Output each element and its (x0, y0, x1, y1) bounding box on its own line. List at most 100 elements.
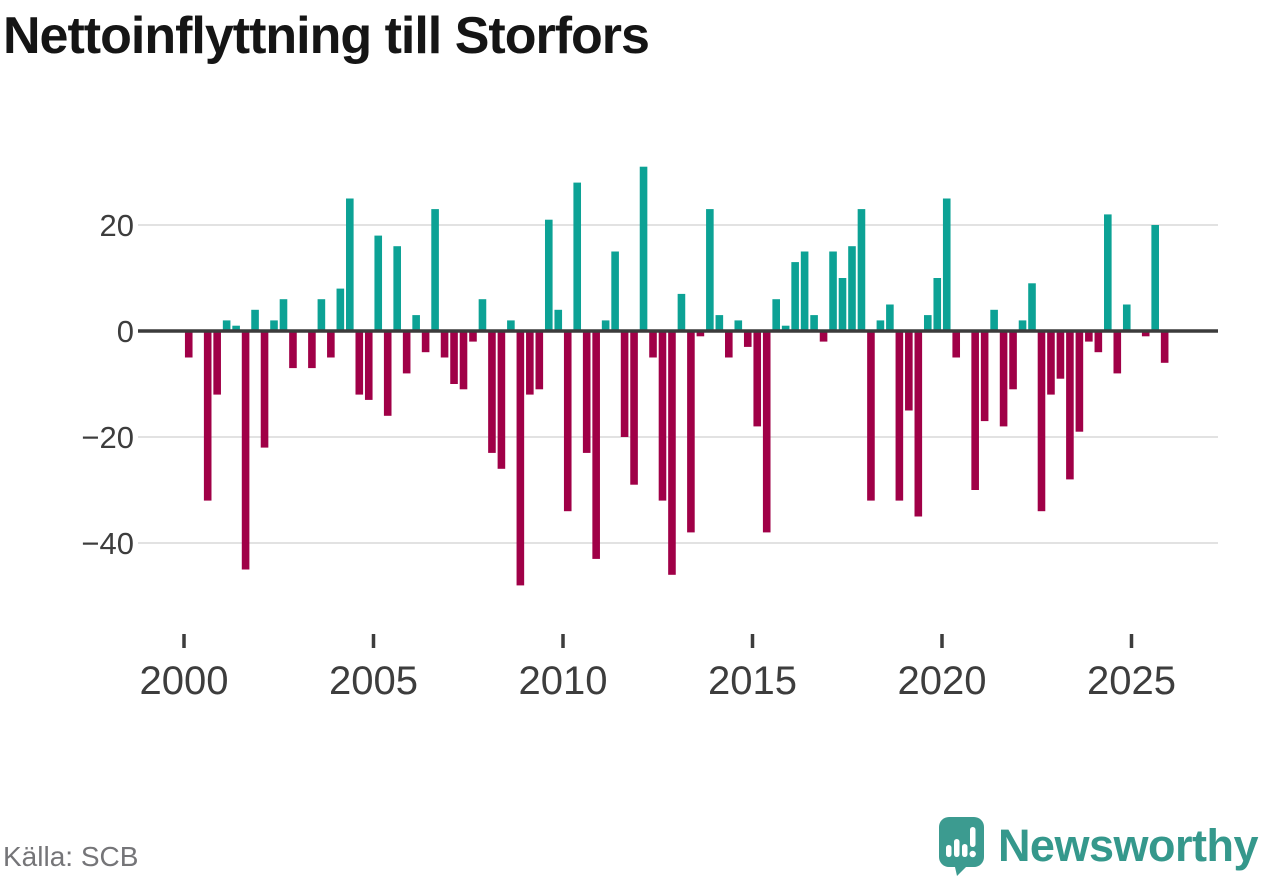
bar-2018Q3 (886, 304, 894, 331)
bar-2017Q2 (838, 278, 847, 331)
bar-2002Q4 (289, 331, 297, 369)
bar-2006Q2 (421, 331, 430, 353)
bar-2025Q3 (1151, 225, 1159, 331)
bar-2025Q4 (1160, 331, 1169, 363)
bar-2024Q1 (1094, 331, 1103, 353)
bar-2016Q4 (819, 331, 828, 342)
bar-2014Q4 (743, 331, 752, 347)
bar-2008Q4 (516, 331, 525, 586)
bar-2002Q1 (260, 331, 269, 448)
bar-2003Q2 (308, 331, 316, 369)
x-tick-2025 (1129, 634, 1134, 648)
bar-2002Q3 (279, 299, 288, 331)
bar-2017Q1 (829, 251, 837, 331)
y-tick-label--20: −20 (81, 420, 134, 455)
bar-2004Q4 (364, 331, 373, 400)
bar-2019Q3 (923, 315, 932, 331)
logo-bar-2 (953, 839, 960, 857)
bar-2024Q4 (1122, 304, 1131, 331)
x-tick-label-2020: 2020 (898, 659, 987, 703)
bar-2020Q2 (952, 331, 961, 358)
y-tick-label--40: −40 (81, 526, 134, 561)
bar-2015Q3 (772, 299, 780, 331)
bar-2018Q2 (876, 320, 885, 331)
bar-2019Q4 (933, 278, 942, 331)
x-tick-label-2015: 2015 (708, 659, 797, 703)
x-tick-label-2010: 2010 (519, 659, 608, 703)
bar-2006Q4 (440, 331, 449, 358)
bar-2001Q2 (232, 325, 240, 331)
x-tick-2010 (561, 634, 565, 648)
bar-2006Q1 (412, 315, 420, 331)
bar-2012Q3 (658, 331, 667, 501)
logo-exclamation-dot (969, 850, 976, 858)
y-axis-labels: 20 0 −20 −40 (81, 208, 134, 561)
bar-2015Q1 (753, 331, 762, 427)
bar-2024Q3 (1113, 331, 1122, 374)
x-tick-2020 (940, 634, 944, 648)
bar-2004Q1 (336, 288, 345, 331)
bar-2022Q4 (1047, 331, 1055, 395)
bar-2003Q4 (327, 331, 335, 358)
bar-2013Q3 (696, 331, 705, 337)
bar-2014Q1 (715, 315, 724, 331)
source-note: Källa: SCB (3, 841, 139, 872)
x-tick-2000 (182, 634, 186, 648)
bar-2016Q3 (810, 315, 818, 331)
bar-2023Q4 (1085, 331, 1093, 342)
bar-2012Q4 (668, 331, 676, 575)
chart-title: Nettoinflyttning till Storfors (3, 7, 650, 65)
bar-2010Q3 (582, 331, 591, 453)
bar-2004Q3 (355, 331, 364, 395)
bar-2020Q4 (971, 331, 979, 490)
bar-2009Q1 (526, 331, 534, 395)
bar-2010Q2 (573, 182, 582, 331)
x-tick-label-2025: 2025 (1087, 659, 1176, 703)
gridlines (138, 224, 1218, 544)
bar-2004Q2 (346, 198, 354, 331)
bar-2023Q1 (1056, 331, 1065, 379)
bar-2011Q4 (630, 331, 638, 485)
logo-exclamation-stroke (969, 827, 976, 847)
x-tick-2015 (750, 634, 755, 648)
bar-2017Q4 (857, 209, 866, 331)
bar-2008Q2 (497, 331, 506, 469)
bar-2023Q3 (1075, 331, 1084, 432)
bar-2018Q4 (895, 331, 904, 501)
bar-2000Q4 (213, 331, 221, 395)
bar-2020Q1 (942, 198, 951, 331)
logo-bar-3 (961, 844, 968, 857)
bar-2018Q1 (867, 331, 875, 501)
y-tick-label-0: 0 (117, 314, 134, 349)
bars (184, 166, 1169, 586)
bar-2019Q2 (914, 331, 923, 517)
bar-2019Q1 (905, 331, 913, 411)
bar-2008Q3 (507, 320, 515, 331)
bar-2010Q4 (592, 331, 600, 559)
bar-2021Q2 (990, 309, 998, 331)
newsworthy-logo-icon (938, 817, 984, 876)
bar-2005Q4 (402, 331, 411, 374)
bar-2011Q3 (620, 331, 629, 437)
bar-2015Q4 (781, 325, 790, 331)
bar-2025Q2 (1141, 331, 1150, 337)
bar-2022Q3 (1037, 331, 1046, 512)
bar-2022Q1 (1018, 320, 1027, 331)
bar-2015Q2 (762, 331, 771, 533)
bar-2000Q3 (203, 331, 212, 501)
x-tick-label-2005: 2005 (329, 659, 418, 703)
bar-2011Q1 (601, 320, 610, 331)
bar-2016Q2 (800, 251, 809, 331)
bar-2007Q4 (478, 299, 487, 331)
bar-2005Q2 (383, 331, 392, 416)
bar-2005Q3 (393, 246, 401, 331)
bar-2024Q2 (1104, 214, 1112, 331)
bar-2021Q1 (980, 331, 989, 422)
bar-2009Q3 (544, 219, 553, 331)
bar-2001Q3 (241, 331, 250, 570)
bar-2000Q1 (184, 331, 193, 358)
newsworthy-logo: Newsworthy (936, 814, 1259, 878)
bar-2007Q2 (459, 331, 468, 390)
bar-2010Q1 (563, 331, 572, 512)
